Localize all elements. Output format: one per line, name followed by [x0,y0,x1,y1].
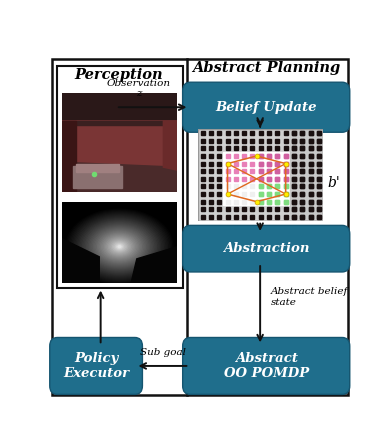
Text: b': b' [327,176,340,190]
FancyBboxPatch shape [52,59,348,395]
FancyBboxPatch shape [183,82,350,132]
Text: Perception: Perception [74,68,163,82]
Text: Policy
Executor: Policy Executor [63,352,129,380]
Text: Abstraction: Abstraction [223,242,309,255]
Text: Abstract belief
state: Abstract belief state [271,287,348,307]
Text: Belief Update: Belief Update [216,101,317,114]
FancyBboxPatch shape [183,225,350,272]
Text: Sub goal: Sub goal [140,348,186,357]
Text: Abstract Planning: Abstract Planning [192,61,340,75]
Text: Abstract
OO POMDP: Abstract OO POMDP [223,352,309,380]
FancyBboxPatch shape [50,337,142,394]
FancyBboxPatch shape [56,66,183,289]
FancyBboxPatch shape [183,337,350,394]
Text: Observation
z: Observation z [107,78,171,98]
